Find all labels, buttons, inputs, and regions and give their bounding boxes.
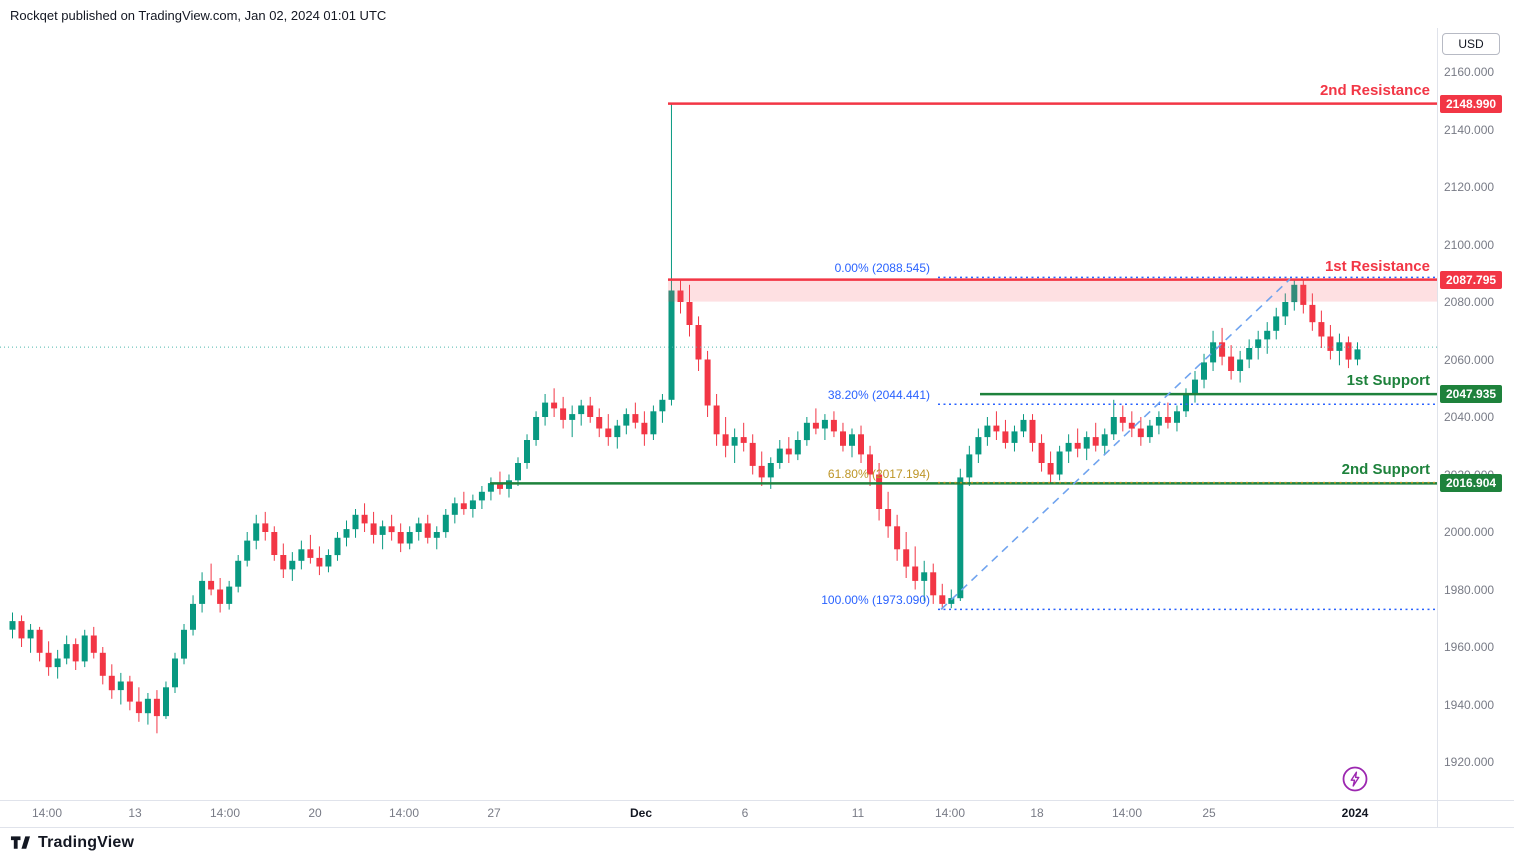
fib-trendline bbox=[940, 278, 1291, 610]
price-axis-label: 2100.000 bbox=[1444, 237, 1495, 252]
price-axis-label: 2140.000 bbox=[1444, 122, 1495, 137]
price-axis-label: 1920.000 bbox=[1444, 755, 1495, 769]
price-axis-label: 2160.000 bbox=[1444, 65, 1495, 79]
flash-status-icon[interactable] bbox=[1342, 766, 1368, 792]
price-badge-resistance-2: 2148.990 bbox=[1440, 94, 1503, 113]
price-axis-label: 2120.000 bbox=[1444, 180, 1495, 194]
price-axis-separator bbox=[1437, 28, 1438, 827]
price-badge-support-1: 2047.935 bbox=[1440, 385, 1503, 404]
time-axis-label: 13 bbox=[128, 806, 142, 820]
publish-header: Rockqet published on TradingView.com, Ja… bbox=[10, 8, 387, 23]
price-axis-label: 2080.000 bbox=[1444, 295, 1495, 309]
resistance-1-zone bbox=[668, 279, 1437, 302]
time-axis-label: 11 bbox=[851, 806, 865, 820]
tradingview-logo-icon[interactable] bbox=[10, 833, 31, 853]
price-axis-label: 2000.000 bbox=[1444, 525, 1495, 539]
footer-separator bbox=[0, 827, 1514, 828]
price-badge-resistance-1: 2087.795 bbox=[1440, 270, 1503, 289]
time-axis-label: 14:00 bbox=[934, 806, 966, 820]
price-axis-label: 1980.000 bbox=[1444, 582, 1495, 597]
time-axis[interactable]: 14:00 13 14:00 20 14:00 27 Dec 6 11 14:00 18 14:00 2… bbox=[0, 801, 1514, 827]
time-axis-separator bbox=[0, 800, 1514, 801]
price-axis-label: 1940.000 bbox=[1444, 697, 1495, 712]
time-axis-label: 14:00 bbox=[1111, 806, 1143, 820]
flash-icon bbox=[1342, 766, 1368, 792]
tradingview-logo-text[interactable]: TradingView bbox=[38, 833, 135, 851]
time-axis-label: Dec bbox=[629, 806, 653, 820]
price-axis-label: 2060.000 bbox=[1444, 352, 1495, 367]
footer: TradingView bbox=[0, 828, 1514, 857]
time-axis-label: 6 bbox=[741, 806, 749, 820]
currency-button[interactable]: USD bbox=[1442, 33, 1500, 55]
time-axis-label: 25 bbox=[1202, 806, 1216, 820]
time-axis-label: 14:00 bbox=[209, 806, 241, 820]
time-axis-label: 27 bbox=[487, 806, 501, 820]
time-axis-label: 2024 bbox=[1341, 806, 1369, 820]
time-axis-label: 14:00 bbox=[31, 806, 63, 820]
price-axis-label: 2040.000 bbox=[1444, 410, 1495, 424]
price-axis-label: 1960.000 bbox=[1444, 640, 1495, 654]
price-badge-support-2: 2016.904 bbox=[1440, 474, 1503, 493]
price-chart-canvas[interactable] bbox=[0, 0, 1437, 800]
time-axis-label: 14:00 bbox=[388, 806, 420, 820]
time-axis-label: 18 bbox=[1030, 806, 1044, 820]
price-axis-label: 2020.000 bbox=[1444, 467, 1495, 482]
time-axis-label: 20 bbox=[308, 806, 322, 820]
